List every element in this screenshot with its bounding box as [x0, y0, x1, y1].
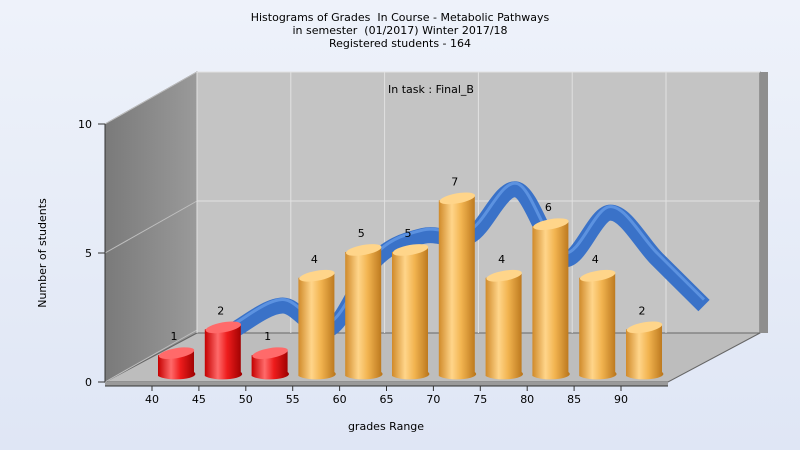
- bar-top: [158, 347, 195, 359]
- x-tick-label: 75: [473, 393, 487, 406]
- x-axis-title: grades Range: [348, 420, 424, 433]
- x-tick-label: 40: [145, 393, 159, 406]
- chart-title: Histograms of Grades In Course - Metabol…: [250, 11, 550, 24]
- bar-top: [439, 192, 476, 205]
- bar-body: [392, 248, 430, 380]
- bar-55: 4: [298, 253, 336, 380]
- bar-value-label: 5: [358, 227, 365, 240]
- bar-value-label: 2: [639, 304, 646, 317]
- bar-value-label: 7: [451, 175, 458, 188]
- bar-body: [485, 273, 523, 380]
- bar-value-label: 1: [171, 330, 178, 343]
- bar-body: [438, 196, 477, 380]
- bar-top: [345, 244, 382, 256]
- y-tick-label: 5: [85, 247, 92, 260]
- x-tick-label: 50: [239, 393, 253, 406]
- bar-top: [486, 269, 522, 282]
- x-tick-label: 85: [567, 393, 581, 406]
- bar-value-label: 2: [217, 304, 224, 317]
- bar-85: 4: [579, 253, 617, 380]
- bar-top: [252, 347, 288, 359]
- x-tick-label: 70: [426, 393, 440, 406]
- bar-top: [299, 269, 335, 282]
- chart-title-block: Histograms of Grades In Course - Metabol…: [0, 11, 800, 50]
- bar-body: [579, 273, 617, 380]
- x-tick-label: 60: [333, 393, 347, 406]
- bar-value-label: 1: [264, 330, 271, 343]
- y-axis-title: Number of students: [36, 198, 49, 308]
- bar-body: [626, 325, 664, 380]
- bar-80: 6: [532, 201, 570, 380]
- bar-top: [533, 218, 569, 230]
- grid-line-side: [104, 200, 198, 254]
- bar-value-label: 4: [498, 253, 505, 266]
- bar-40: 1: [158, 330, 196, 380]
- y-tick-label: 10: [78, 118, 92, 131]
- bar-65: 5: [392, 227, 430, 380]
- bar-body: [298, 273, 336, 380]
- bar-body: [204, 325, 243, 380]
- bar-body: [345, 248, 383, 380]
- bar-75: 4: [485, 253, 523, 380]
- bar-top: [626, 321, 663, 334]
- chart-floor-front: [105, 382, 668, 386]
- bar-top: [205, 321, 242, 334]
- bar-70: 7: [438, 175, 477, 380]
- bar-body: [532, 222, 570, 380]
- y-tick-label: 0: [85, 376, 92, 389]
- x-tick-label: 65: [380, 393, 394, 406]
- bar-90: 2: [626, 304, 664, 380]
- bar-45: 2: [204, 304, 243, 380]
- x-tick-label: 45: [192, 393, 206, 406]
- chart-frame-right: [760, 72, 768, 333]
- x-tick-label: 55: [286, 393, 300, 406]
- bar-50: 1: [251, 330, 289, 380]
- grid-line-side: [104, 329, 198, 383]
- x-tick-label: 80: [520, 393, 534, 406]
- chart-subtitle-students: Registered students - 164: [328, 37, 472, 50]
- bar-value-label: 5: [405, 227, 412, 240]
- grid-line-side: [104, 71, 198, 125]
- chart-subtitle-semester: in semester (01/2017) Winter 2017/18: [292, 24, 508, 37]
- bar-value-label: 4: [592, 253, 599, 266]
- bar-top: [579, 269, 616, 282]
- x-tick-label: 90: [614, 393, 628, 406]
- task-label: In task : Final_B: [388, 83, 474, 96]
- bar-value-label: 4: [311, 253, 318, 266]
- bar-value-label: 6: [545, 201, 552, 214]
- bar-top: [392, 244, 429, 256]
- bar-60: 5: [345, 227, 383, 380]
